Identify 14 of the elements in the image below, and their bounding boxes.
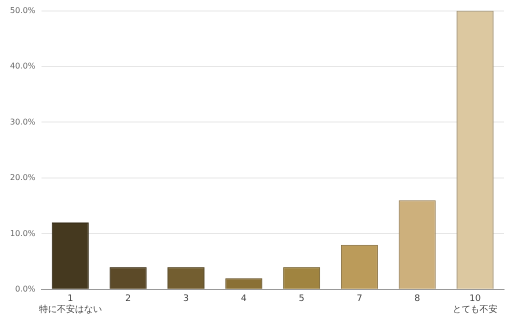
- y-tick-label: 50.0%: [10, 6, 36, 15]
- y-tick-label: 10.0%: [10, 228, 36, 238]
- y-tick-label: 0.0%: [15, 284, 36, 294]
- x-tick-label: 3: [183, 294, 189, 304]
- x-tick-label: 4: [240, 294, 247, 304]
- x-tick-label: 1 特に不安はない: [38, 294, 102, 315]
- x-tick-label: 5: [298, 294, 304, 304]
- x-tick-label: 2: [125, 294, 132, 304]
- y-tick-label: 30.0%: [10, 117, 36, 126]
- x-tick-label: 7: [356, 294, 362, 304]
- x-tick-label: 10 とても不安: [452, 294, 498, 315]
- x-tick-label: 8: [414, 294, 420, 304]
- y-tick-label: 20.0%: [10, 173, 36, 182]
- y-tick-label: 40.0%: [10, 62, 36, 71]
